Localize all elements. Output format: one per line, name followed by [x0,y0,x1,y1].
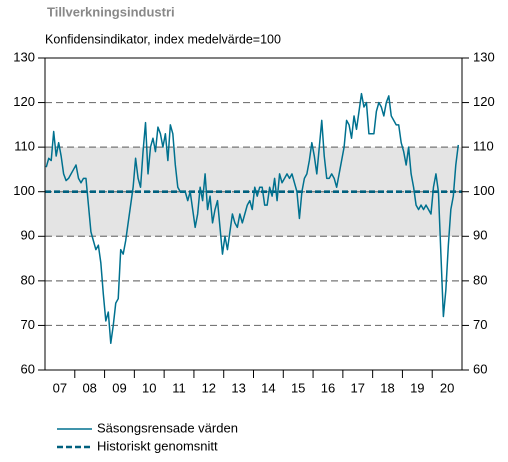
x-tick-label: 19 [410,380,424,395]
chart-subtitle: Konfidensindikator, index medelvärde=100 [45,32,281,46]
x-tick-label: 16 [321,380,335,395]
y-tick-label: 130 [13,49,35,64]
legend-label: Säsongsrensade värden [97,420,238,435]
x-tick-label: 07 [53,380,67,395]
y-tick-label: 120 [13,94,35,109]
x-tick-label: 13 [231,380,245,395]
x-tick-label: 10 [142,380,156,395]
y-tick-label: 60 [21,361,35,376]
y2-tick-label: 70 [473,317,487,332]
x-tick-label: 18 [380,380,394,395]
y2-tick-label: 100 [473,183,495,198]
data-line [45,92,460,345]
x-tick-label: 14 [261,380,275,395]
y-tick-label: 110 [14,139,35,154]
y-tick-label: 100 [13,183,35,198]
y2-tick-label: 90 [473,228,487,243]
y2-tick-label: 110 [473,139,494,154]
y-tick-label: 80 [21,272,35,287]
y2-tick-label: 60 [473,361,487,376]
legend-label: Historiskt genomsnitt [97,438,218,453]
y-tick-label: 70 [21,317,35,332]
x-tick-label: 20 [440,380,454,395]
y-tick-label: 90 [21,228,35,243]
y2-tick-label: 120 [473,94,495,109]
y2-tick-label: 130 [473,49,495,64]
x-tick-label: 15 [291,380,305,395]
x-tick-label: 17 [351,380,365,395]
x-tick-label: 08 [82,380,96,395]
x-tick-label: 09 [112,380,126,395]
x-tick-label: 12 [202,380,216,395]
y2-tick-label: 80 [473,272,487,287]
chart-title: Tillverkningsindustri [47,4,175,19]
plot-frame [44,57,463,371]
x-tick-label: 11 [172,380,186,395]
